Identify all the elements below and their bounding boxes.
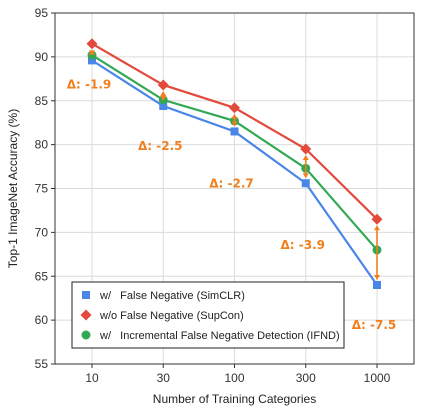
- x-tick-label: 30: [157, 371, 171, 385]
- delta-arrow-head-up: [160, 90, 167, 96]
- y-tick-label: 80: [35, 138, 49, 152]
- y-tick-label: 65: [35, 269, 49, 283]
- data-point-diamond: [371, 213, 383, 225]
- delta-label: Δ: -2.5: [138, 139, 183, 153]
- delta-annotation: Δ: -2.5: [138, 90, 183, 153]
- delta-annotations: Δ: -1.9 Δ: -2.5 Δ: -2.7 Δ: -3.9 Δ: -7.5: [67, 49, 397, 332]
- x-tick-label: 1000: [364, 371, 391, 385]
- delta-label: Δ: -7.5: [352, 318, 397, 332]
- data-point-square: [82, 291, 90, 299]
- y-tick-label: 90: [35, 50, 49, 64]
- legend-label: w/ False Negative (SimCLR): [99, 290, 245, 302]
- delta-label: Δ: -3.9: [280, 238, 325, 252]
- x-tick-label: 100: [224, 371, 244, 385]
- y-tick-label: 55: [35, 357, 49, 371]
- y-tick-label: 70: [35, 225, 49, 239]
- legend-item: w/ False Negative (SimCLR): [82, 290, 245, 302]
- data-point-square: [88, 56, 96, 65]
- data-point-square: [373, 281, 381, 290]
- delta-label: Δ: -1.9: [67, 77, 112, 91]
- data-point-diamond: [86, 38, 98, 50]
- legend-label: w/ Incremental False Negative Detection …: [99, 330, 340, 342]
- data-point-diamond: [300, 143, 312, 155]
- x-tick-label: 10: [85, 371, 99, 385]
- delta-annotation: Δ: -3.9: [280, 155, 325, 252]
- delta-arrow-head-down: [231, 121, 238, 127]
- delta-annotation: Δ: -2.7: [209, 113, 254, 190]
- x-axis-title: Number of Training Categories: [153, 392, 316, 406]
- y-tick-label: 60: [35, 313, 49, 327]
- legend-item: w/o False Negative (SupCon): [80, 309, 244, 322]
- delta-arrow-head-down: [302, 173, 309, 179]
- legend-box: [71, 281, 345, 349]
- delta-arrow-head-down: [89, 50, 95, 56]
- data-point-square: [301, 179, 310, 188]
- delta-annotation: Δ: -1.9: [67, 49, 112, 91]
- legend-label: w/o False Negative (SupCon): [99, 310, 244, 322]
- legend: w/ False Negative (SimCLR) w/o False Nega…: [71, 281, 345, 349]
- series-diamond: [86, 38, 383, 225]
- y-tick-label: 95: [35, 6, 49, 20]
- y-axis-ticks: 55 60 65 70 75 80 85 90 95: [35, 6, 55, 371]
- delta-arrow-head-down: [374, 275, 380, 281]
- series-square: [88, 56, 381, 290]
- x-axis-ticks: 10 30 100 300 1000: [85, 364, 391, 385]
- data-point-diamond: [80, 309, 92, 321]
- y-tick-label: 85: [35, 94, 49, 108]
- data-point-diamond: [157, 79, 169, 91]
- x-tick-label: 300: [296, 371, 316, 385]
- legend-item: w/ Incremental False Negative Detection …: [81, 330, 340, 342]
- y-axis-title: Top-1 ImageNet Accuracy (%): [6, 109, 20, 268]
- delta-annotation: Δ: -7.5: [352, 225, 397, 332]
- data-point-diamond: [229, 102, 240, 114]
- delta-arrow-head-down: [160, 96, 167, 102]
- delta-arrow-head-up: [374, 225, 380, 231]
- delta-label: Δ: -2.7: [209, 176, 254, 190]
- data-point-square: [230, 127, 239, 136]
- delta-arrow-head-up: [231, 113, 238, 119]
- data-point-circle: [81, 330, 91, 340]
- y-tick-label: 75: [35, 182, 49, 196]
- data-point-square: [159, 102, 168, 111]
- delta-arrow-head-up: [302, 155, 309, 161]
